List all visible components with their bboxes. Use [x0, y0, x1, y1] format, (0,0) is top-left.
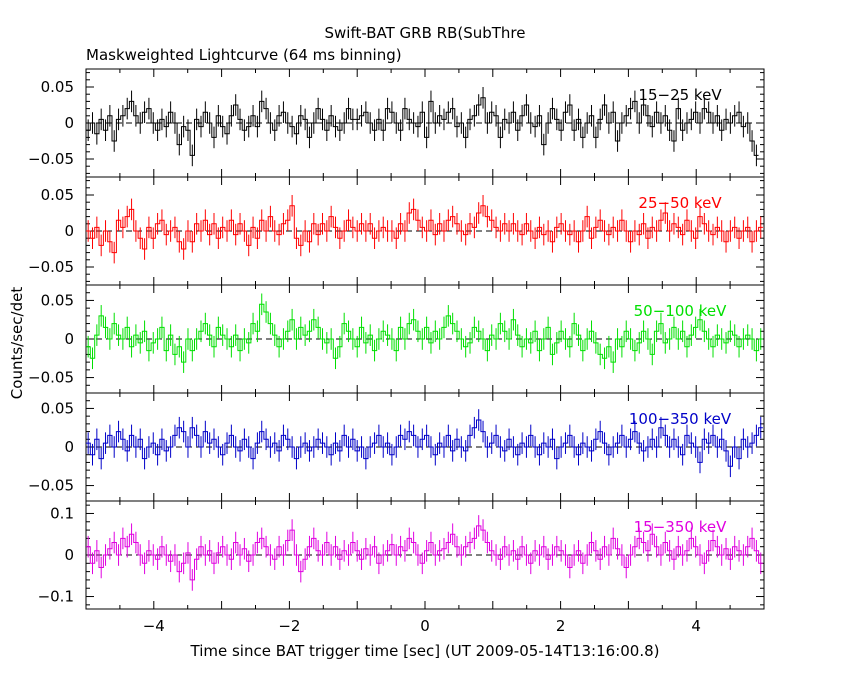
lightcurve-step-line: [86, 419, 763, 467]
lightcurve-step-line: [86, 97, 759, 156]
y-tick-label: 0: [64, 546, 74, 564]
y-tick-label: 0: [64, 222, 74, 240]
series-label: 15−25 keV: [638, 86, 722, 104]
lightcurve-step-line: [86, 205, 763, 254]
y-tick-label: 0.05: [41, 78, 74, 96]
panel-3: −0.05 0 0.05 50−100 keV: [28, 284, 765, 394]
y-tick-label: 0.05: [41, 291, 74, 309]
x-tick-label: 2: [556, 617, 566, 635]
y-tick-label: 0.1: [50, 504, 74, 522]
x-tick-label: −2: [278, 617, 300, 635]
x-tick-label: −4: [143, 617, 165, 635]
series-label: 100−350 keV: [629, 410, 732, 428]
y-tick-label: 0.05: [41, 399, 74, 417]
panel-4: −0.05 0 0.05 100−350 keV: [28, 392, 765, 502]
lightcurve-step-line: [86, 525, 763, 581]
x-tick-label: 0: [420, 617, 430, 635]
y-tick-label: −0.05: [28, 150, 74, 168]
panel-1: −0.05 0 0.05 15−25 keV: [28, 68, 765, 178]
x-axis-label: Time since BAT trigger time [sec] (UT 20…: [190, 642, 660, 660]
panel-2: −0.05 0 0.05 25−50 keV: [28, 176, 765, 286]
y-tick-label: −0.05: [28, 477, 74, 495]
chart-subtitle: Maskweighted Lightcurve (64 ms binning): [86, 46, 402, 64]
panel-5: −0.1 0 0.1 15−350 keV: [38, 500, 765, 610]
x-tick-label: 4: [691, 617, 701, 635]
chart-title: Swift-BAT GRB RB(SubThre: [324, 24, 525, 42]
lightcurve-step-line: [86, 303, 763, 363]
series-label: 15−350 keV: [634, 518, 727, 536]
y-tick-label: −0.05: [28, 369, 74, 387]
y-tick-label: 0: [64, 438, 74, 456]
y-tick-label: 0: [64, 330, 74, 348]
y-tick-label: −0.05: [28, 258, 74, 276]
y-axis-label: Counts/sec/det: [8, 287, 26, 400]
y-tick-label: −0.1: [38, 588, 74, 606]
y-tick-label: 0.05: [41, 186, 74, 204]
y-tick-label: 0: [64, 114, 74, 132]
series-label: 25−50 keV: [638, 194, 722, 212]
series-label: 50−100 keV: [634, 302, 727, 320]
